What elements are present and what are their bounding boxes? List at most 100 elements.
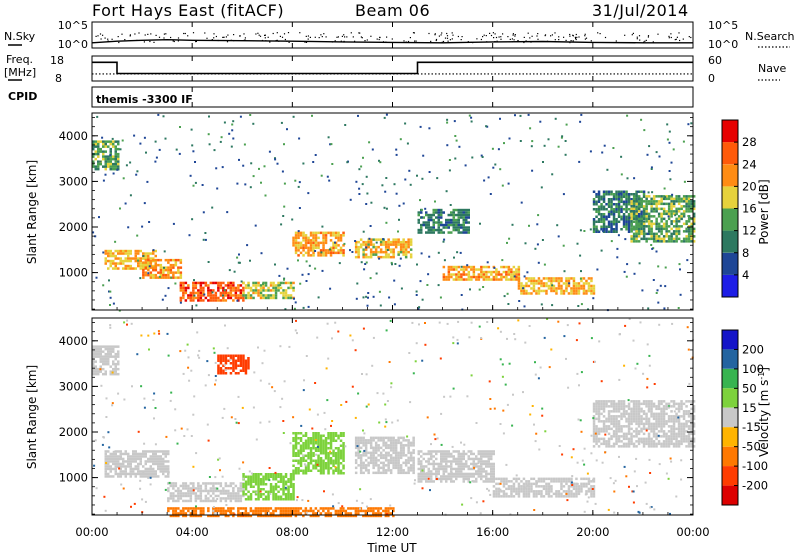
- n-search-point: [172, 40, 174, 42]
- heatmap-cell: [307, 452, 310, 455]
- heatmap-cell: [158, 275, 161, 278]
- heatmap-cell: [337, 249, 340, 252]
- heatmap-cell: [102, 357, 105, 361]
- heatmap-cell: [214, 281, 218, 285]
- heatmap-cell: [172, 266, 175, 269]
- heatmap-cell: [505, 480, 508, 483]
- heatmap-cell: [620, 427, 623, 431]
- heatmap-cell: [485, 265, 488, 269]
- heatmap-cell: [152, 457, 155, 461]
- heatmap-cell: [317, 447, 320, 450]
- heatmap-cell: [652, 435, 656, 438]
- heatmap-cell: [667, 440, 671, 443]
- heatmap-cell: [167, 499, 170, 503]
- heatmap-cell: [97, 152, 100, 156]
- heatmap-cell: [464, 164, 467, 167]
- heatmap-cell: [445, 480, 448, 483]
- heatmap-cell: [395, 192, 398, 195]
- heatmap-cell: [114, 165, 117, 168]
- heatmap-cell: [650, 430, 653, 433]
- heatmap-cell: [552, 480, 556, 483]
- heatmap-cell: [470, 475, 473, 478]
- heatmap-cell: [298, 207, 301, 209]
- heatmap-cell: [407, 439, 410, 442]
- heatmap-cell: [269, 294, 273, 297]
- heatmap-cell: [189, 482, 193, 485]
- heatmap-cell: [337, 459, 340, 462]
- heatmap-cell: [132, 450, 135, 453]
- heatmap-cell: [672, 442, 676, 446]
- n-search-point: [403, 40, 405, 42]
- heatmap-cell: [134, 467, 137, 471]
- heatmap-cell: [137, 257, 140, 260]
- heatmap-cell: [440, 480, 443, 483]
- heatmap-cell: [442, 455, 445, 458]
- heatmap-cell: [612, 415, 616, 418]
- n-search-label: N.Search: [745, 30, 795, 43]
- heatmap-cell: [294, 447, 298, 450]
- heatmap-cell: [625, 410, 628, 413]
- heatmap-cell: [222, 286, 225, 290]
- heatmap-cell: [445, 275, 448, 279]
- heatmap-cell: [690, 205, 693, 208]
- heatmap-cell: [199, 494, 203, 498]
- heatmap-cell: [292, 437, 295, 440]
- heatmap-cell: [202, 211, 205, 214]
- heatmap-cell: [162, 460, 165, 463]
- heatmap-cell: [297, 236, 300, 240]
- heatmap-cell: [655, 235, 658, 238]
- heatmap-cell: [104, 355, 107, 358]
- heatmap-cell: [465, 475, 468, 478]
- heatmap-cell: [264, 296, 268, 300]
- heatmap-cell: [299, 439, 303, 442]
- heatmap-cell: [627, 432, 631, 436]
- heatmap-cell: [184, 487, 188, 490]
- heatmap-cell: [627, 415, 631, 418]
- heatmap-cell: [147, 467, 150, 471]
- heatmap-cell: [152, 467, 155, 471]
- heatmap-cell: [605, 230, 608, 233]
- heatmap-cell: [309, 244, 313, 247]
- heatmap-cell: [377, 459, 380, 462]
- heatmap-cell: [527, 495, 531, 498]
- heatmap-cell: [690, 420, 693, 423]
- heatmap-cell: [607, 400, 611, 403]
- heatmap-cell: [309, 454, 313, 457]
- heatmap-cell: [650, 427, 653, 431]
- heatmap-cell: [149, 457, 152, 461]
- heatmap-cell: [690, 400, 693, 403]
- heatmap-cell: [432, 218, 435, 222]
- heatmap-cell: [480, 452, 483, 456]
- heatmap-cell: [437, 208, 440, 212]
- heatmap-cell: [535, 289, 538, 293]
- heatmap-cell: [626, 263, 629, 266]
- heatmap-cell: [117, 367, 120, 371]
- heatmap-cell: [134, 460, 137, 463]
- heatmap-cell: [192, 286, 195, 290]
- heatmap-cell: [420, 450, 423, 453]
- heatmap-cell: [572, 287, 576, 290]
- heatmap-cell: [485, 278, 488, 281]
- heatmap-cell: [292, 289, 295, 292]
- heatmap-cell: [657, 420, 661, 423]
- heatmap-cell: [214, 294, 218, 297]
- heatmap-cell: [114, 240, 117, 243]
- heatmap-cell: [537, 292, 541, 295]
- heatmap-cell: [117, 262, 120, 265]
- heatmap-cell: [269, 488, 273, 491]
- heatmap-cell: [377, 454, 380, 457]
- heatmap-cell: [457, 221, 460, 224]
- heatmap-cell: [500, 480, 503, 483]
- heatmap-cell: [582, 284, 586, 288]
- heatmap-cell: [642, 445, 646, 448]
- heatmap-cell: [465, 221, 468, 224]
- heatmap-cell: [607, 445, 611, 448]
- heatmap-cell: [109, 160, 112, 163]
- heatmap-cell: [319, 459, 323, 462]
- heatmap-cell: [307, 236, 310, 240]
- heatmap-cell: [94, 167, 97, 171]
- heatmap-cell: [660, 232, 663, 236]
- heatmap-cell: [122, 267, 125, 270]
- heatmap-cell: [465, 273, 468, 276]
- heatmap-cell: [294, 301, 297, 304]
